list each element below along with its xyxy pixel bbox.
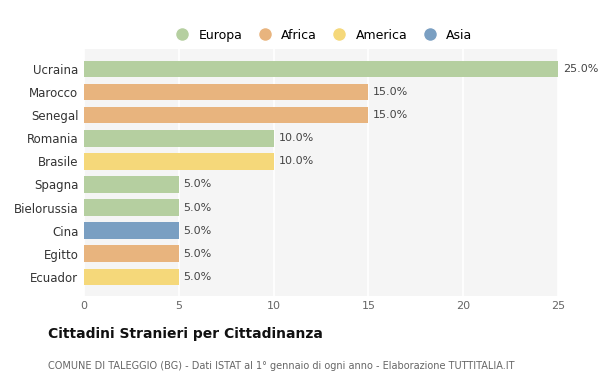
Bar xyxy=(84,245,179,262)
Text: 5.0%: 5.0% xyxy=(184,249,212,259)
Bar xyxy=(84,130,274,147)
Bar xyxy=(84,61,558,77)
Bar xyxy=(84,222,179,239)
Text: 15.0%: 15.0% xyxy=(373,110,409,120)
Text: 5.0%: 5.0% xyxy=(184,272,212,282)
Bar xyxy=(84,269,179,285)
Bar xyxy=(84,107,368,124)
Bar xyxy=(84,153,274,169)
Text: 5.0%: 5.0% xyxy=(184,203,212,212)
Text: Cittadini Stranieri per Cittadinanza: Cittadini Stranieri per Cittadinanza xyxy=(48,327,323,341)
Text: 15.0%: 15.0% xyxy=(373,87,409,97)
Text: 25.0%: 25.0% xyxy=(563,64,598,74)
Legend: Europa, Africa, America, Asia: Europa, Africa, America, Asia xyxy=(164,24,478,46)
Text: 10.0%: 10.0% xyxy=(278,133,314,143)
Bar xyxy=(84,199,179,216)
Text: 10.0%: 10.0% xyxy=(278,156,314,166)
Text: COMUNE DI TALEGGIO (BG) - Dati ISTAT al 1° gennaio di ogni anno - Elaborazione T: COMUNE DI TALEGGIO (BG) - Dati ISTAT al … xyxy=(48,361,515,370)
Bar xyxy=(84,84,368,100)
Bar xyxy=(84,176,179,193)
Text: 5.0%: 5.0% xyxy=(184,226,212,236)
Text: 5.0%: 5.0% xyxy=(184,179,212,190)
